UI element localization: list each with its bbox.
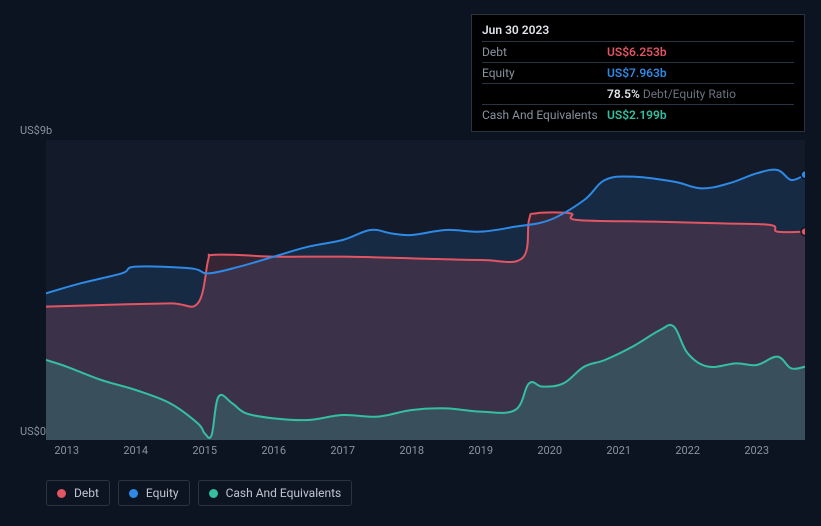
x-axis-tick: 2015 — [192, 444, 217, 457]
tooltip-row-label — [482, 87, 607, 101]
x-axis: 2013 2014 2015 2016 2017 2018 2019 2020 2021 2022… — [46, 444, 805, 464]
legend-item-debt[interactable]: Debt — [46, 480, 110, 506]
legend-dot-icon — [209, 489, 218, 498]
y-axis-label-top: US$9b — [20, 124, 52, 137]
tooltip-row: Cash And EquivalentsUS$2.199b — [482, 104, 794, 125]
x-axis-tick: 2014 — [123, 444, 148, 457]
x-axis-tick: 2018 — [399, 444, 424, 457]
chart-legend: Debt Equity Cash And Equivalents — [46, 480, 352, 506]
x-axis-tick: 2013 — [54, 444, 79, 457]
legend-dot-icon — [129, 489, 138, 498]
tooltip-row-value: US$6.253b — [607, 45, 667, 59]
legend-dot-icon — [57, 489, 66, 498]
x-axis-tick: 2022 — [675, 444, 700, 457]
tooltip-row: DebtUS$6.253b — [482, 41, 794, 62]
legend-item-equity[interactable]: Equity — [118, 480, 190, 506]
x-axis-tick: 2023 — [744, 444, 769, 457]
legend-item-cash[interactable]: Cash And Equivalents — [198, 480, 353, 506]
tooltip-row: EquityUS$7.963b — [482, 62, 794, 83]
tooltip-date: Jun 30 2023 — [482, 21, 794, 41]
legend-label: Cash And Equivalents — [226, 486, 342, 500]
plot-area[interactable] — [46, 140, 805, 440]
tooltip-row-label: Cash And Equivalents — [482, 108, 607, 122]
tooltip-row: 78.5% Debt/Equity Ratio — [482, 83, 794, 104]
x-axis-tick: 2017 — [330, 444, 355, 457]
tooltip-row-value: US$2.199b — [607, 108, 667, 122]
legend-label: Debt — [74, 486, 99, 500]
tooltip-row-value: US$7.963b — [607, 66, 667, 80]
x-axis-tick: 2020 — [537, 444, 562, 457]
legend-label: Equity — [146, 486, 179, 500]
tooltip-row-label: Debt — [482, 45, 607, 59]
x-axis-tick: 2019 — [468, 444, 493, 457]
y-axis-label-bottom: US$0 — [20, 425, 46, 438]
tooltip-row-label: Equity — [482, 66, 607, 80]
x-axis-tick: 2021 — [606, 444, 631, 457]
chart-tooltip: Jun 30 2023 DebtUS$6.253bEquityUS$7.963b… — [471, 14, 805, 132]
tooltip-row-value: 78.5% Debt/Equity Ratio — [607, 87, 736, 101]
x-axis-tick: 2016 — [261, 444, 286, 457]
